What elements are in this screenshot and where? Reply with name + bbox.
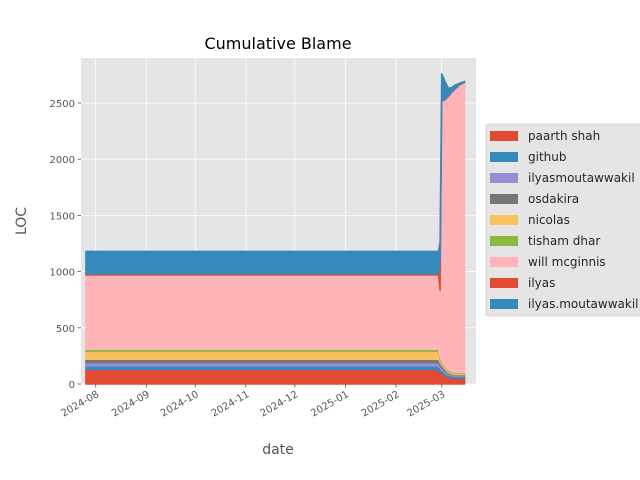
legend-swatch <box>490 278 518 288</box>
x-tick-label: 2024-09 <box>110 389 152 419</box>
y-tick-label: 0 <box>69 380 75 391</box>
legend-swatch <box>490 257 518 267</box>
legend-label: nicolas <box>528 213 570 227</box>
legend: paarth shah github ilyasmoutawwakil osdakir… <box>485 123 640 317</box>
legend-box <box>485 123 640 317</box>
legend-label: osdakira <box>528 192 579 206</box>
x-tick-label: 2024-12 <box>259 389 301 419</box>
x-tick-label: 2025-01 <box>309 389 351 419</box>
legend-swatch <box>490 194 518 204</box>
x-tick-label: 2024-11 <box>210 389 252 419</box>
legend-label: tisham dhar <box>528 234 600 248</box>
legend-label: will mcginnis <box>528 255 606 269</box>
y-tick-label: 500 <box>56 324 75 335</box>
x-tick-label: 2024-10 <box>159 389 201 419</box>
chart-title: Cumulative Blame <box>204 34 351 53</box>
y-tick-label: 2000 <box>50 155 75 166</box>
legend-swatch <box>490 152 518 162</box>
legend-label: ilyas.moutawwakil <box>528 297 638 311</box>
legend-label: github <box>528 150 566 164</box>
legend-label: ilyas <box>528 276 555 290</box>
legend-label: ilyasmoutawwakil <box>528 171 635 185</box>
legend-items: paarth shah github ilyasmoutawwakil osdakir… <box>490 129 638 311</box>
legend-swatch <box>490 299 518 309</box>
y-tick-label: 1500 <box>50 211 75 222</box>
x-axis-label: date <box>262 442 294 458</box>
x-tick-label: 2025-03 <box>406 389 448 419</box>
y-tick-label: 2500 <box>50 99 75 110</box>
area-ilyas-moutawwakil <box>85 73 466 275</box>
y-tick-label: 1000 <box>50 268 75 279</box>
legend-swatch <box>490 215 518 225</box>
legend-swatch <box>490 236 518 246</box>
x-tick-label: 2025-02 <box>360 389 402 419</box>
legend-swatch <box>490 173 518 183</box>
y-axis-label: LOC <box>14 207 30 235</box>
area-layer <box>85 73 466 385</box>
legend-label: paarth shah <box>528 129 600 143</box>
x-tick-label: 2024-08 <box>59 389 101 419</box>
legend-swatch <box>490 131 518 141</box>
area-paarth-shah <box>85 368 466 385</box>
